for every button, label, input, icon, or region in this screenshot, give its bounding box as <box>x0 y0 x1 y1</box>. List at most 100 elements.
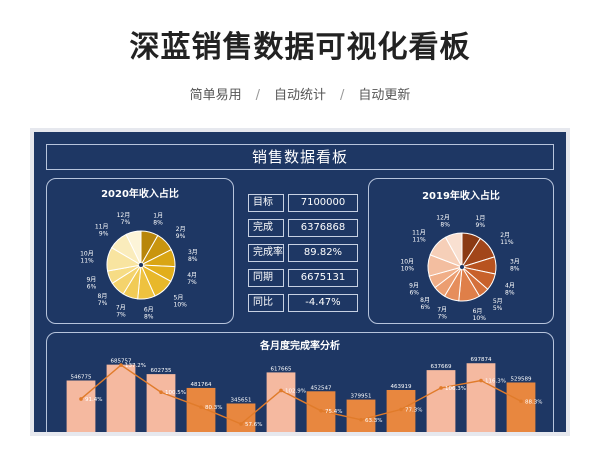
rate-point <box>519 399 523 404</box>
monthly-bar <box>466 363 496 432</box>
bar-value-label: 685757 <box>111 359 132 365</box>
monthly-bar <box>346 399 376 432</box>
kpi-value: 6675131 <box>288 269 358 287</box>
kpi-label: 同期 <box>248 269 284 287</box>
kpi-value: 89.82% <box>288 244 358 262</box>
pie-title-2020: 2020年收入占比 <box>101 189 179 200</box>
bar-value-label: 602735 <box>151 368 172 374</box>
pie-percent-label: 6% <box>420 304 430 311</box>
rate-label: 116.3% <box>485 379 506 385</box>
kpi-yoy: 同比 -4.47% <box>248 294 358 312</box>
tag-separator: / <box>340 88 345 103</box>
rate-label: 75.4% <box>325 409 342 415</box>
rate-label: 77.3% <box>405 407 422 413</box>
rate-label: 88.3% <box>525 399 542 405</box>
pie-category-label: 1月 <box>476 215 486 222</box>
pie-percent-label: 7% <box>187 279 197 286</box>
tag-easy: 简单易用 <box>189 88 242 103</box>
kpi-label: 目标 <box>248 194 284 212</box>
rate-point <box>239 422 243 426</box>
rate-label: 91.4% <box>85 397 102 403</box>
pie-panel-2020: 2020年收入占比 1月 8% 2月 9% 3月 8% 4月 7% 5月 10% 6月 8% 7月 7% 8… <box>46 178 234 324</box>
pie-percent-label: 6% <box>87 283 97 290</box>
kpi-label: 完成 <box>248 219 284 237</box>
bar-value-label: 345651 <box>231 397 252 403</box>
bar-value-label: 463919 <box>391 384 412 390</box>
pie-percent-label: 7% <box>98 300 108 307</box>
rate-label: 63.3% <box>365 418 382 424</box>
pie-category-label: 8月 <box>98 293 108 300</box>
pie-category-label: 2月 <box>500 232 510 239</box>
kpi-same-period: 同期 6675131 <box>248 269 358 287</box>
pie-percent-label: 9% <box>176 233 186 240</box>
bar-chart-monthly: 5467756000006857576000006027356000004817… <box>66 357 542 432</box>
pie-percent-label: 8% <box>188 256 198 263</box>
pie-percent-label: 5% <box>493 305 503 312</box>
bar-panel-monthly: 各月度完成率分析 546775 600000 685757 600000 602735 6… <box>46 332 554 432</box>
pie-percent-label: 10% <box>473 315 487 322</box>
kpi-label: 同比 <box>248 294 284 312</box>
monthly-bar <box>506 382 536 432</box>
pie-category-label: 11月 <box>95 224 109 231</box>
pie-percent-label: 8% <box>510 266 520 273</box>
pie-category-label: 4月 <box>505 282 515 289</box>
kpi-value: 7100000 <box>288 194 358 212</box>
rate-point <box>79 397 83 401</box>
pie-title-2019: 2019年收入占比 <box>422 191 500 202</box>
pie-percent-label: 9% <box>99 231 109 238</box>
pie-category-label: 6月 <box>144 306 154 313</box>
monthly-bar <box>426 370 456 432</box>
pie-percent-label: 7% <box>116 312 126 319</box>
rate-point <box>439 386 443 390</box>
rate-label: 106.3% <box>445 386 466 392</box>
rate-label: 100.5% <box>165 390 186 396</box>
monthly-bar <box>186 387 216 432</box>
pie-panel-2019: 2019年收入占比 1月 9% 2月 11% 3月 8% 4月 8% 5月 5% 6月 10% 7月 7%… <box>368 178 554 324</box>
pie-percent-label: 10% <box>401 266 415 273</box>
pie-category-label: 5月 <box>493 298 503 305</box>
pie-percent-label: 8% <box>144 313 154 320</box>
bar-value-label: 481764 <box>191 382 212 388</box>
pie-percent-label: 8% <box>440 222 450 229</box>
pie-category-label: 9月 <box>409 282 419 289</box>
pie-chart-2019: 1月9%2月11%3月8%4月8%5月5%6月10%7月7%8月6%9月6%10… <box>400 215 520 322</box>
pie-percent-label: 7% <box>121 219 131 226</box>
pie-center-dot <box>460 265 464 269</box>
pie-chart-2020: 1月8%2月9%3月8%4月7%5月10%6月8%7月7%8月7%9月6%10月… <box>80 212 198 320</box>
bar-value-label: 697874 <box>471 357 492 363</box>
pie-percent-label: 11% <box>412 237 426 244</box>
rate-point <box>199 405 203 409</box>
dashboard-board: 销售数据看板 2020年收入占比 1月 8% 2月 9% 3月 8% 4月 7% 5月 10% 6月… <box>34 132 566 432</box>
monthly-bar <box>266 372 296 432</box>
rate-point <box>159 390 163 395</box>
rate-label: 137.2% <box>125 363 146 369</box>
pie-category-label: 5月 <box>174 294 184 301</box>
pie-percent-label: 6% <box>409 289 419 296</box>
tagline: 简单易用 / 自动统计 / 自动更新 <box>0 84 600 103</box>
bar-value-label: 617665 <box>271 366 292 372</box>
pie-percent-label: 11% <box>500 239 514 246</box>
pie-percent-label: 9% <box>476 222 486 229</box>
bar-value-label: 529589 <box>511 376 532 382</box>
rate-point <box>359 417 363 422</box>
pie-percent-label: 8% <box>505 289 515 296</box>
pie-category-label: 11月 <box>412 230 426 237</box>
pie-category-label: 9月 <box>86 276 96 283</box>
pie-category-label: 3月 <box>188 249 198 256</box>
monthly-bar <box>146 374 176 432</box>
rate-point <box>279 388 283 393</box>
pie-percent-label: 11% <box>80 257 94 264</box>
rate-point <box>479 378 483 383</box>
rate-point <box>319 409 323 413</box>
tag-auto-update: 自动更新 <box>358 88 411 103</box>
pie-category-label: 12月 <box>436 215 450 222</box>
rate-label: 102.9% <box>285 388 306 394</box>
pie-slice <box>444 232 463 269</box>
board-banner: 销售数据看板 <box>46 144 554 170</box>
monthly-bar <box>226 403 256 432</box>
bar-value-label: 379951 <box>351 394 372 400</box>
tag-separator: / <box>255 88 260 103</box>
kpi-value: 6376868 <box>288 219 358 237</box>
pie-category-label: 7月 <box>116 305 126 312</box>
kpi-value: -4.47% <box>288 294 358 312</box>
